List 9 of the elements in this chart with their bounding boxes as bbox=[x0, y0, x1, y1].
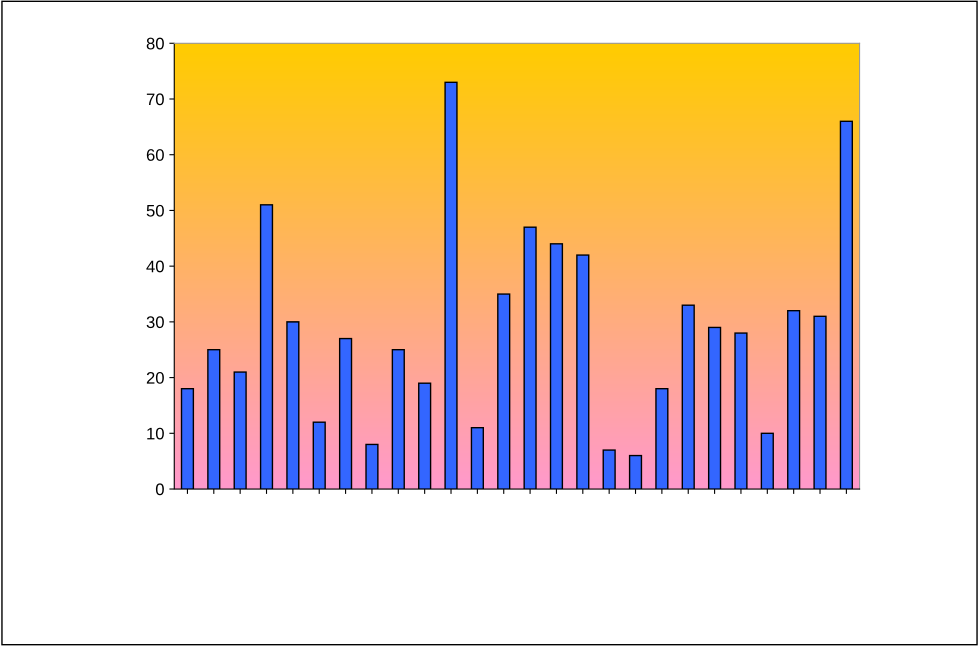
y-tick-label: 40 bbox=[146, 260, 164, 272]
y-tick-label: 80 bbox=[146, 38, 164, 50]
y-tick-label: 10 bbox=[147, 428, 164, 440]
y-tick-label: 70 bbox=[146, 93, 164, 106]
y-tick-label: 30 bbox=[146, 316, 164, 328]
y-tick-label: 50 bbox=[146, 204, 164, 217]
y-tick-label: 20 bbox=[146, 372, 164, 384]
y-tick-label: 0 bbox=[156, 483, 164, 496]
y-tick-label: 60 bbox=[146, 149, 164, 161]
